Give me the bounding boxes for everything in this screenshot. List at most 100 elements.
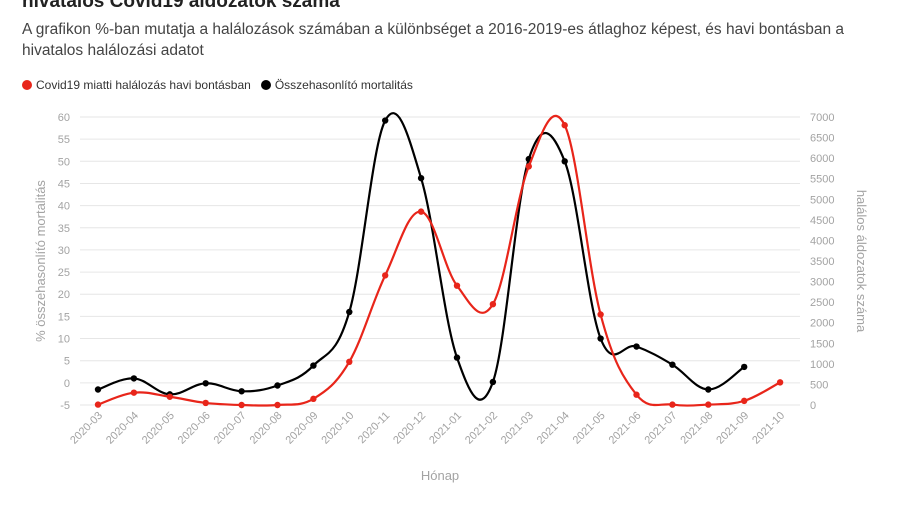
y-right-tick-label: 500 [810,379,828,391]
data-point-mortality [310,362,317,369]
data-point-mortality [346,308,353,316]
data-point-covid [274,401,281,409]
series-line-mortality [97,112,745,401]
y-left-tick-label: 50 [58,156,70,168]
data-point-covid [238,401,245,409]
x-tick-label: 2020-08 [248,410,285,447]
data-point-covid [597,311,604,318]
data-point-mortality [238,388,245,395]
data-point-mortality [597,335,604,342]
x-tick-label: 2021-03 [499,410,536,447]
data-point-covid [453,282,461,289]
data-point-mortality [382,117,389,124]
data-point-covid [94,401,102,408]
y-left-axis-label: % összehasonlító mortalitás [33,180,48,342]
legend-label-covid: Covid19 miatti halálozás havi bontásban [36,78,251,92]
legend-item-covid[interactable]: Covid19 miatti halálozás havi bontásban [22,78,251,92]
x-tick-label: 2021-01 [427,410,464,447]
x-tick-label: 2020-10 [319,410,356,447]
x-axis-label: Hónap [421,468,459,483]
x-tick-label: 2020-03 [68,410,105,447]
y-right-tick-label: 3000 [810,277,834,289]
y-right-tick-label: 5000 [810,194,834,206]
data-point-mortality [489,378,497,386]
x-tick-label: 2021-05 [571,410,608,447]
series-line-covid [97,114,781,407]
x-tick-label: 2020-09 [283,410,320,447]
data-point-covid [310,395,317,403]
data-point-covid [417,208,425,215]
data-point-mortality [453,354,461,361]
x-tick-label: 2021-08 [678,410,715,447]
y-left-tick-label: 5 [64,356,70,368]
x-tick-label: 2021-06 [607,410,644,447]
x-tick-label: 2020-11 [356,410,392,446]
y-right-tick-label: 2500 [810,297,834,309]
chart-subtitle: A grafikon %-ban mutatja a halálozások s… [22,21,845,59]
y-left-tick-label: 15 [58,311,70,323]
data-point-covid [346,358,353,365]
data-point-covid [489,301,497,308]
legend: Covid19 miatti halálozás havi bontásban … [22,78,413,92]
y-left-tick-label: 55 [58,134,70,146]
data-point-covid [382,272,389,279]
y-right-tick-label: 1000 [810,359,834,371]
y-right-tick-label: 1500 [810,338,834,350]
y-right-tick-label: 7000 [810,112,834,124]
data-point-mortality [417,174,425,182]
data-point-mortality [202,380,209,387]
y-right-tick-label: 6000 [810,153,834,165]
x-tick-label: 2021-04 [535,410,572,447]
data-point-mortality [741,363,748,371]
x-tick-label: 2020-07 [212,410,249,447]
y-right-tick-label: 5500 [810,174,834,186]
y-left-tick-label: 25 [58,267,70,279]
y-left-tick-label: 30 [58,245,70,257]
data-point-covid [741,397,748,405]
legend-swatch-mortality [260,80,271,90]
data-point-mortality [705,386,712,393]
data-point-covid [561,122,568,129]
y-left-tick-label: 40 [58,201,70,213]
data-point-covid [633,391,640,398]
data-point-covid [166,393,173,400]
y-right-tick-label: 4000 [810,235,834,247]
y-left-tick-label: 10 [58,334,70,346]
y-right-axis-label: halálos áldozatok száma [854,190,869,333]
x-tick-label: 2020-05 [140,410,177,447]
y-left-tick-label: 35 [58,223,70,235]
legend-swatch-covid [22,80,32,90]
y-right-tick-label: 0 [810,400,816,412]
legend-label-mortality: Összehasonlító mortalitás [274,78,413,92]
chart-title: hivatalos Covid19 áldozatok száma [22,0,340,12]
x-tick-label: 2020-04 [104,410,141,447]
data-point-mortality [561,158,568,165]
data-point-mortality [669,361,676,368]
data-point-covid [130,389,138,396]
y-left-tick-label: 20 [58,289,70,301]
data-point-mortality [130,375,138,382]
y-left-tick-label: 0 [64,378,70,390]
data-point-covid [776,379,784,386]
x-tick-label: 2020-12 [391,410,428,447]
data-point-covid [202,399,209,407]
x-tick-label: 2021-02 [463,410,500,447]
x-tick-label: 2021-07 [642,410,679,447]
x-tick-label: 2021-10 [750,410,787,447]
y-right-tick-label: 2000 [810,318,834,330]
y-right-tick-label: 6500 [810,133,834,145]
y-left-tick-label: 60 [58,112,70,124]
x-tick-label: 2020-06 [176,410,213,447]
data-point-covid [525,163,532,170]
y-right-tick-label: 3500 [810,256,834,268]
data-point-mortality [94,386,102,393]
y-left-tick-label: 45 [58,178,70,190]
legend-item-mortality[interactable]: Összehasonlító mortalitás [260,78,413,92]
data-point-covid [669,401,676,408]
y-right-tick-label: 4500 [810,215,834,227]
data-point-covid [705,401,712,408]
data-point-mortality [633,343,640,350]
x-tick-label: 2021-09 [714,410,751,447]
data-point-mortality [274,382,281,389]
